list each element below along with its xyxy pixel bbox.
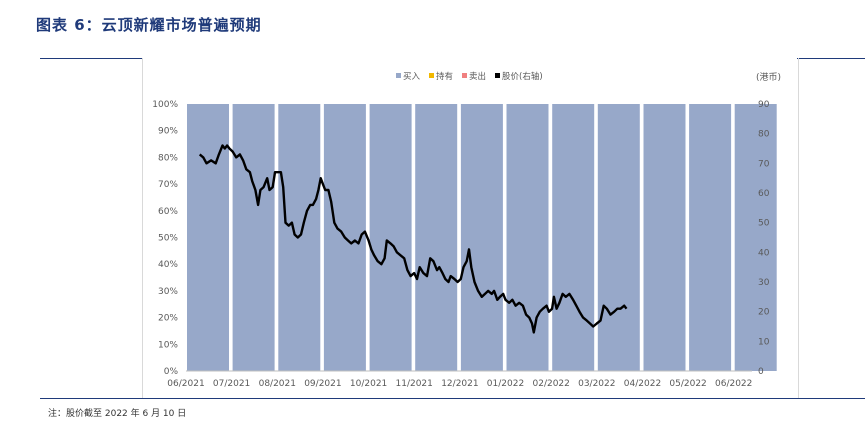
y-left-tick-label: 90%	[158, 127, 178, 137]
figure-title: 图表 6：云顶新耀市场普遍预期	[36, 16, 262, 34]
x-tick-label: 06/2021	[167, 379, 204, 389]
price-line	[198, 144, 628, 334]
x-tick-label: 04/2022	[624, 379, 661, 389]
y-left-tick-label: 40%	[158, 260, 178, 270]
y-left-tick-label: 100%	[152, 100, 178, 110]
y-right-tick-label: 10	[758, 337, 770, 347]
y-right-unit-label: (港币)	[756, 71, 781, 83]
legend-label-买入: 买入	[403, 72, 421, 82]
bar-买入-10/2021	[369, 104, 412, 371]
x-tick-label: 12/2021	[441, 379, 478, 389]
y-left-tick-label: 10%	[158, 340, 178, 350]
x-tick-label: 07/2021	[213, 379, 250, 389]
y-right-tick-label: 60	[758, 189, 770, 199]
header-rule-right	[797, 58, 865, 59]
x-tick-label: 01/2022	[487, 379, 524, 389]
bar-买入-06/2021	[187, 104, 229, 371]
legend-swatch-买入	[396, 73, 401, 78]
y-right-tick-label: 90	[758, 100, 770, 110]
bar-买入-05/2022	[689, 104, 732, 371]
legend-swatch-持有	[429, 73, 434, 78]
x-tick-label: 06/2022	[715, 379, 752, 389]
x-tick-label: 10/2021	[350, 379, 387, 389]
y-left-tick-label: 30%	[158, 287, 178, 297]
y-left-tick-label: 60%	[158, 207, 178, 217]
header-rule-left	[40, 58, 142, 59]
y-right-tick-label: 30	[758, 278, 770, 288]
y-left-tick-label: 70%	[158, 180, 178, 190]
legend-label-股价(右轴): 股价(右轴)	[502, 71, 543, 82]
y-right-tick-label: 40	[758, 248, 770, 258]
y-right-tick-label: 20	[758, 308, 770, 318]
footer-rule	[40, 398, 865, 399]
chart-frame	[142, 58, 799, 398]
x-tick-label: 11/2021	[396, 379, 433, 389]
x-tick-label: 09/2021	[304, 379, 341, 389]
bar-买入-07/2021	[232, 104, 275, 371]
x-tick-label: 08/2021	[259, 379, 296, 389]
legend-swatch-股价(右轴)	[495, 73, 500, 78]
footnote: 注：股价截至 2022 年 6 月 10 日	[48, 409, 187, 419]
y-right-tick-label: 70	[758, 159, 770, 169]
y-left-tick-label: 0%	[164, 367, 179, 377]
y-left-tick-label: 20%	[158, 314, 178, 324]
y-left-tick-label: 50%	[158, 234, 178, 244]
bar-买入-04/2022	[643, 104, 686, 371]
x-tick-label: 03/2022	[578, 379, 615, 389]
y-right-tick-label: 80	[758, 130, 770, 140]
y-right-tick-label: 0	[758, 367, 764, 377]
bar-买入-12/2021	[460, 104, 503, 371]
y-right-tick-label: 50	[758, 219, 770, 229]
legend-label-卖出: 卖出	[469, 71, 486, 82]
y-left-tick-label: 80%	[158, 153, 178, 163]
x-tick-label: 02/2022	[533, 379, 570, 389]
legend-label-持有: 持有	[436, 71, 453, 82]
x-tick-label: 05/2022	[669, 379, 706, 389]
bar-买入-01/2022	[506, 104, 549, 371]
bar-买入-03/2022	[597, 104, 640, 371]
legend-swatch-卖出	[462, 73, 467, 78]
bar-买入-02/2022	[552, 104, 595, 371]
bar-买入-06/2022	[734, 104, 777, 371]
bar-买入-11/2021	[415, 104, 458, 371]
